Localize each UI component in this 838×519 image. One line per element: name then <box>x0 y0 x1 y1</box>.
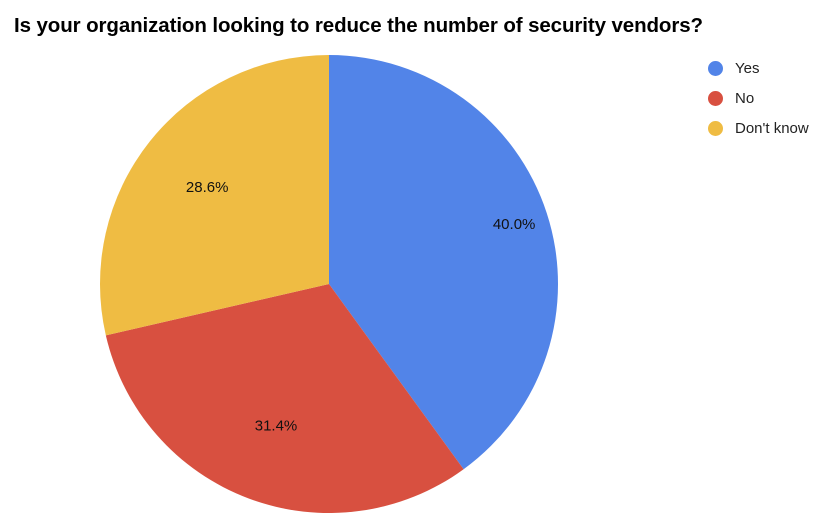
slice-label: 31.4% <box>255 418 298 435</box>
legend-label: Don't know <box>735 119 809 137</box>
slice-label: 40.0% <box>493 216 536 233</box>
chart-title: Is your organization looking to reduce t… <box>14 14 703 37</box>
legend-item-no: No <box>708 83 809 113</box>
legend-item-yes: Yes <box>708 53 809 83</box>
legend-label: No <box>735 89 755 107</box>
legend: Yes No Don't know <box>708 53 809 143</box>
legend-swatch-yes-icon <box>708 60 723 76</box>
legend-swatch-dont-know-icon <box>708 120 723 136</box>
slice-label: 28.6% <box>186 179 229 196</box>
slice-dont-know <box>99 55 329 336</box>
legend-item-dont-know: Don't know <box>708 113 809 143</box>
slice-yes <box>329 55 558 470</box>
slice-no <box>105 284 464 514</box>
legend-swatch-no-icon <box>708 90 723 106</box>
legend-label: Yes <box>735 59 760 77</box>
